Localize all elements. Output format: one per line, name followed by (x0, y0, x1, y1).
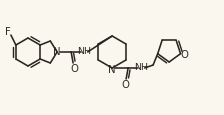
Text: N: N (108, 64, 116, 74)
Text: O: O (70, 63, 78, 73)
Text: O: O (181, 49, 189, 59)
Text: O: O (121, 79, 129, 89)
Text: NH: NH (134, 62, 148, 71)
Text: N: N (53, 47, 61, 56)
Text: NH: NH (77, 46, 91, 55)
Text: F: F (5, 27, 11, 37)
